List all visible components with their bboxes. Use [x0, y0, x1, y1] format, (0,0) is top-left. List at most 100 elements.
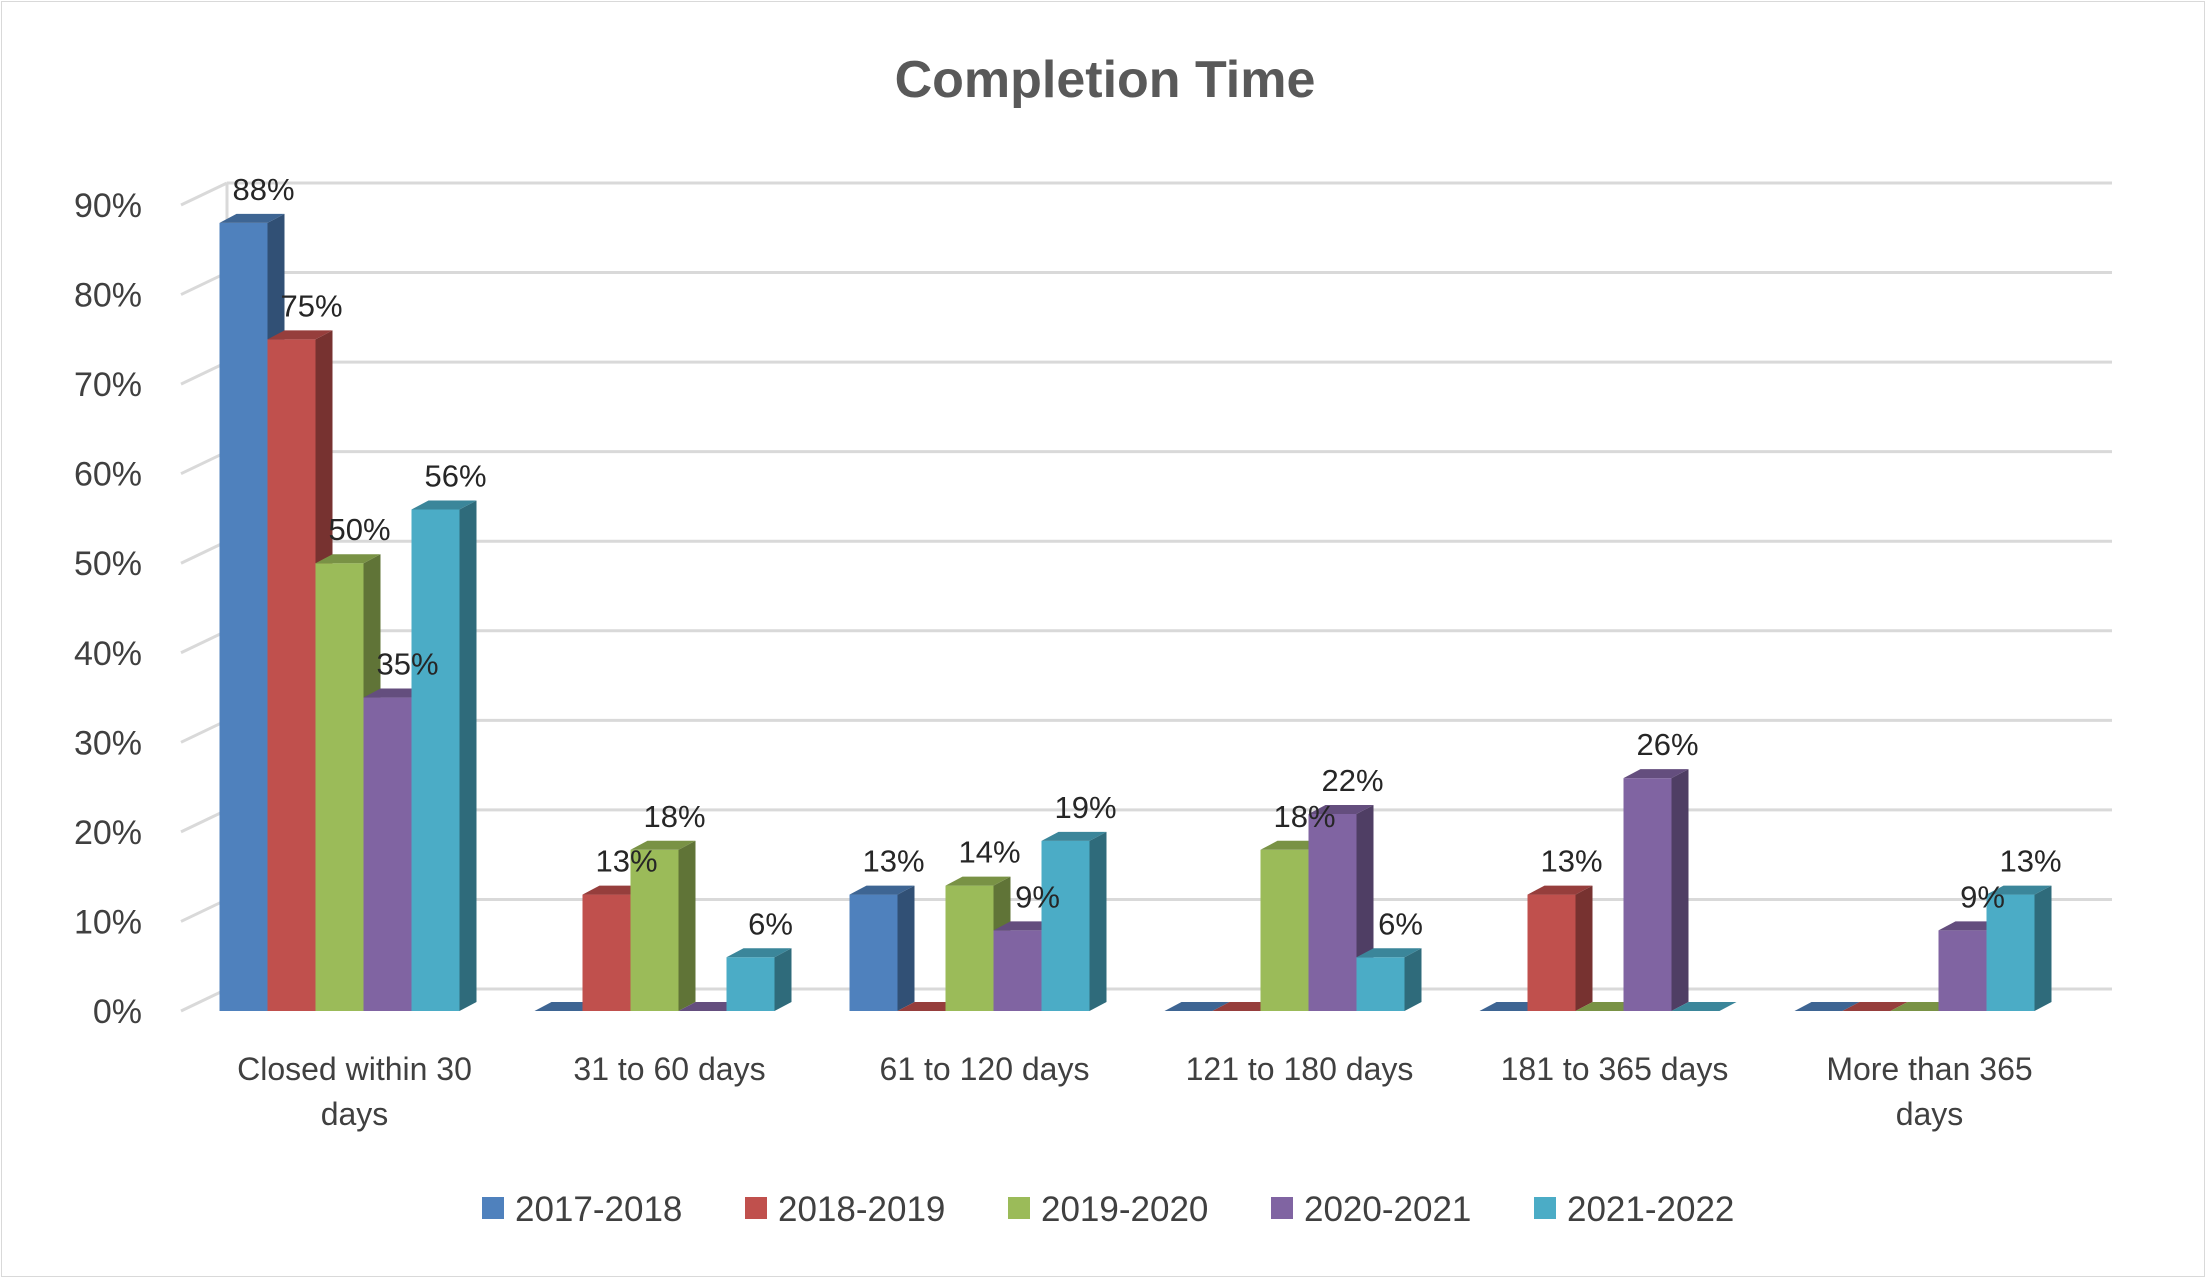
gridline-side	[180, 987, 228, 1013]
bar-front	[411, 509, 460, 1011]
legend-swatch	[1271, 1197, 1293, 1219]
bar-front	[1623, 778, 1672, 1011]
bar-top	[1986, 885, 2052, 895]
bar-front	[1986, 894, 2035, 1011]
bar-front	[267, 339, 316, 1011]
data-label: 75%	[280, 288, 342, 323]
bar-side	[897, 885, 915, 1011]
y-tick-label: 20%	[74, 814, 142, 852]
bar-2018-2019-5	[1842, 1002, 1908, 1011]
bar-front	[582, 894, 631, 1011]
data-label: 50%	[328, 512, 390, 547]
data-label: 13%	[862, 844, 924, 879]
y-tick-label: 30%	[74, 724, 142, 762]
legend: 2017-2018 2018-2019 2019-2020 2020-2021 2021…	[482, 1190, 1734, 1229]
bar-top	[630, 840, 696, 850]
bar-2021-2022-5	[1986, 885, 2052, 1011]
y-tick-label: 40%	[74, 635, 142, 673]
gridlines	[180, 181, 2112, 1013]
data-label: 26%	[1636, 727, 1698, 762]
bar-2017-2018-5	[1794, 1002, 1860, 1011]
bar-top	[1308, 804, 1374, 814]
x-tick-label: days	[1896, 1096, 1964, 1132]
bar-top	[1671, 1002, 1737, 1011]
y-tick-label: 90%	[74, 187, 142, 225]
bar-front	[993, 930, 1042, 1011]
legend-swatch	[1008, 1197, 1030, 1219]
legend-label: 2018-2019	[778, 1190, 945, 1229]
bar-front	[1260, 849, 1309, 1011]
legend-item-2019-2020: 2019-2020	[1008, 1190, 1208, 1229]
bars	[219, 213, 2052, 1011]
bar-2017-2018-3	[1164, 1002, 1230, 1011]
bar-top	[267, 330, 333, 340]
bar-front	[1356, 957, 1405, 1011]
y-tick-label: 0%	[93, 993, 142, 1031]
bar-top	[411, 500, 477, 510]
bar-top	[945, 876, 1011, 886]
gridline-side	[180, 181, 228, 207]
bar-2021-2022-4	[1671, 1002, 1737, 1011]
bar-side	[774, 948, 792, 1011]
bar-front	[945, 885, 994, 1011]
legend-swatch	[482, 1197, 504, 1219]
bar-side	[2034, 885, 2052, 1011]
gridline-side	[180, 360, 228, 386]
y-tick-label: 60%	[74, 456, 142, 494]
bar-front	[1041, 840, 1090, 1011]
data-label: 22%	[1321, 763, 1383, 798]
y-tick-label: 80%	[74, 277, 142, 315]
bar-2021-2022-3	[1356, 948, 1422, 1011]
legend-label: 2017-2018	[515, 1190, 682, 1229]
bar-2017-2018-2	[849, 885, 915, 1011]
data-label: 13%	[1540, 844, 1602, 879]
x-axis: Closed within 30 days 31 to 60 days 61 to 1…	[237, 1051, 2033, 1132]
bar-2021-2022-0	[411, 500, 477, 1011]
bar-front	[849, 894, 898, 1011]
gridline-side	[180, 539, 228, 565]
gridline-side	[180, 718, 228, 744]
x-tick-label: 181 to 365 days	[1501, 1051, 1729, 1087]
bar-2020-2021-4	[1623, 769, 1689, 1011]
y-tick-label: 70%	[74, 366, 142, 404]
legend-label: 2021-2022	[1567, 1190, 1734, 1229]
x-tick-label: More than 365	[1826, 1051, 2032, 1087]
data-label: 9%	[1015, 879, 1060, 914]
legend-label: 2019-2020	[1041, 1190, 1208, 1229]
y-tick-label: 50%	[74, 545, 142, 583]
data-label: 18%	[1273, 799, 1335, 834]
bar-side	[1404, 948, 1422, 1011]
gridline-side	[180, 629, 228, 655]
x-tick-label: 31 to 60 days	[573, 1051, 765, 1087]
y-axis: 0% 10% 20% 30% 40% 50% 60% 70% 80% 90%	[74, 187, 142, 1031]
bar-top	[1842, 1002, 1908, 1011]
data-label: 13%	[595, 844, 657, 879]
y-tick-label: 10%	[74, 903, 142, 941]
bar-front	[726, 957, 775, 1011]
bar-side	[1575, 885, 1593, 1011]
bar-top	[849, 885, 915, 895]
bar-2021-2022-2	[1041, 831, 1107, 1011]
gridline-side	[180, 898, 228, 923]
data-label: 19%	[1054, 790, 1116, 825]
bar-top	[1527, 885, 1593, 895]
bar-top	[219, 213, 285, 223]
bar-side	[459, 500, 477, 1011]
bar-front	[1527, 894, 1576, 1011]
data-labels: 88%75%50%35%56%13%18%6%13% 14%9%19% 18%22%…	[232, 172, 2061, 941]
bar-2018-2019-4	[1527, 885, 1593, 1011]
x-tick-label: 61 to 120 days	[880, 1051, 1090, 1087]
bar-top	[1041, 831, 1107, 841]
data-label: 88%	[232, 172, 294, 207]
bar-front	[219, 222, 268, 1011]
bar-top	[1356, 948, 1422, 958]
legend-swatch	[1534, 1197, 1556, 1219]
chart-title: Completion Time	[895, 51, 1316, 109]
bar-front	[1308, 813, 1357, 1011]
bar-top	[1623, 769, 1689, 779]
data-label: 18%	[643, 799, 705, 834]
bar-top	[1164, 1002, 1230, 1011]
bar-front	[363, 697, 412, 1011]
bar-2019-2020-1	[630, 840, 696, 1011]
bar-front	[630, 849, 679, 1011]
